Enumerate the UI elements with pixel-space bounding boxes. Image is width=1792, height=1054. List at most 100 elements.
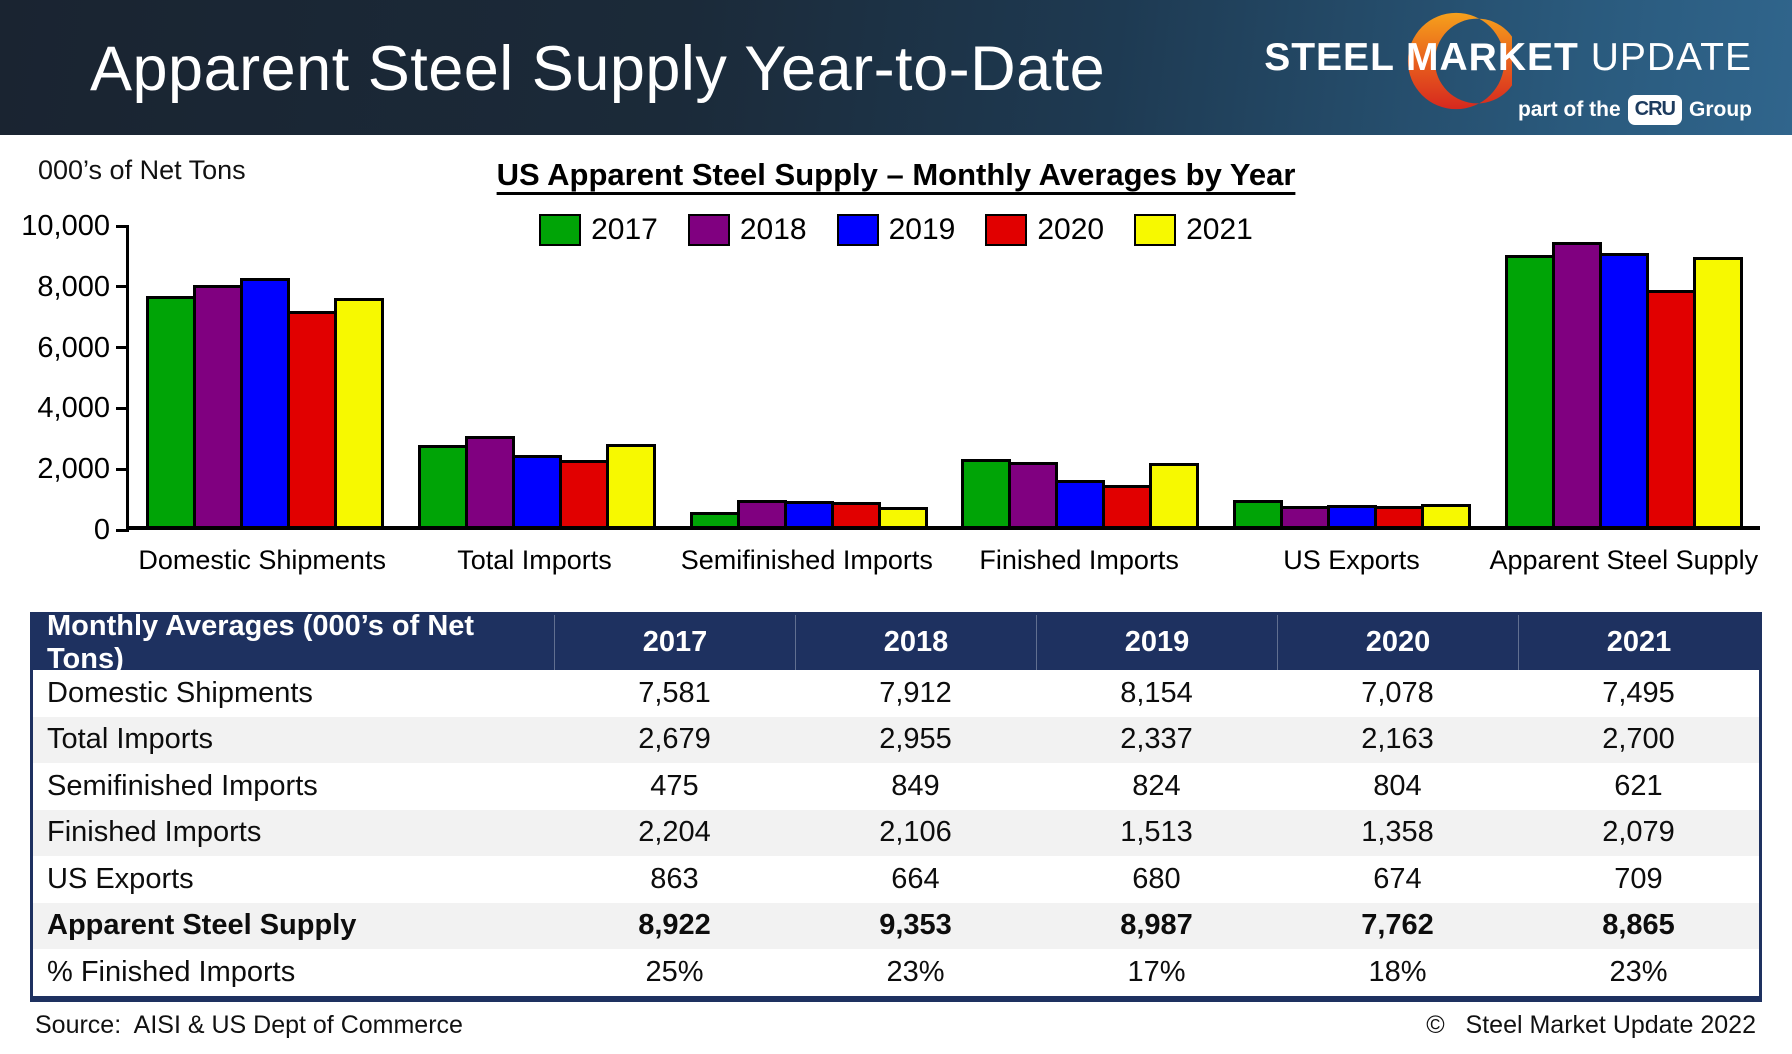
bar-2017-apparent-steel-supply — [1505, 255, 1556, 526]
y-axis-title: 000’s of Net Tons — [38, 155, 246, 185]
logo-wordmark: STEEL MARKET UPDATE — [1264, 36, 1752, 80]
y-tick-mark — [116, 346, 129, 350]
header-cell-2021: 2021 — [1518, 615, 1759, 670]
source-note: Source: AISI & US Dept of Commerce — [35, 1011, 463, 1039]
cell-value: 2,204 — [638, 816, 711, 849]
cell-value: 863 — [650, 862, 699, 895]
y-tick-label: 0 — [93, 514, 110, 546]
legend-item-2020: 2020 — [985, 213, 1104, 247]
bar-2020-total-imports — [558, 460, 609, 526]
bar-group-us-exports — [1216, 226, 1488, 526]
legend-item-2017: 2017 — [539, 213, 658, 247]
legend-label: 2020 — [1037, 213, 1105, 246]
cell-value: 849 — [891, 769, 940, 802]
bar-group-apparent-steel-supply — [1488, 226, 1760, 526]
y-tick-mark — [116, 285, 129, 289]
table-row-total-imports: Total Imports 2,679 2,955 2,337 2,163 2,700 — [33, 716, 1759, 763]
page-title: Apparent Steel Supply Year-to-Date — [90, 34, 1106, 104]
cell-value: 8,865 — [1602, 909, 1675, 942]
cell-value: 1,358 — [1361, 816, 1434, 849]
monthly-averages-table: Monthly Averages (000’s of Net Tons) 2017… — [30, 609, 1762, 1002]
bar-2019-total-imports — [511, 455, 562, 526]
header-cell-monthly-averages-000-s-of-net-tons-: Monthly Averages (000’s of Net Tons) — [47, 609, 475, 675]
legend-swatch-2017 — [539, 214, 582, 246]
legend-swatch-2021 — [1134, 214, 1177, 246]
copyright-note: © Steel Market Update 2022 — [1426, 1011, 1756, 1039]
bar-chart: 000’s of Net Tons US Apparent Steel Supp… — [0, 135, 1792, 605]
cell-value: 621 — [1614, 769, 1663, 802]
table-row--finished-imports: % Finished Imports 25% 23% 17% 18% 23% — [33, 949, 1759, 996]
table-body: Domestic Shipments 7,581 7,912 8,154 7,078 7,… — [33, 670, 1759, 996]
table-row-finished-imports: Finished Imports 2,204 2,106 1,513 1,358 2,07… — [33, 809, 1759, 856]
table-row-apparent-steel-supply: Apparent Steel Supply 8,922 9,353 8,987 7,76… — [33, 902, 1759, 949]
bar-2021-apparent-steel-supply — [1693, 257, 1744, 526]
y-tick-mark — [116, 406, 129, 410]
logo-tagline: part of the CRU Group — [1518, 95, 1752, 125]
steel-market-update-logo: STEEL MARKET UPDATE part of the CRU Grou… — [1264, 0, 1754, 135]
cell-value: 7,495 — [1602, 676, 1675, 709]
y-tick-label: 10,000 — [21, 210, 110, 242]
legend-label: 2021 — [1186, 213, 1253, 246]
crescent-swoosh-icon — [1408, 12, 1512, 110]
bar-2019-semifinished-imports — [783, 501, 834, 526]
cell-value: 2,163 — [1361, 723, 1434, 756]
cell-value: 2,679 — [638, 723, 711, 756]
bar-2020-us-exports — [1374, 506, 1425, 526]
table-row-domestic-shipments: Domestic Shipments 7,581 7,912 8,154 7,078 7,… — [33, 670, 1759, 717]
y-tick-label: 6,000 — [37, 331, 110, 364]
header-cell-2019: 2019 — [1036, 615, 1277, 670]
cell-value: 2,955 — [879, 723, 952, 756]
chart-legend: 2017 2018 2019 2020 2021 — [0, 213, 1792, 247]
row-label: % Finished Imports — [47, 955, 296, 988]
bar-2021-total-imports — [605, 444, 656, 526]
row-label: Apparent Steel Supply — [47, 909, 357, 942]
header-cell-2018: 2018 — [795, 615, 1036, 670]
table-row-semifinished-imports: Semifinished Imports 475 849 824 804 621 — [33, 763, 1759, 810]
bar-2021-us-exports — [1421, 504, 1472, 526]
row-label: US Exports — [47, 862, 194, 895]
header-band: Apparent Steel Supply Year-to-Date STEEL… — [0, 0, 1792, 135]
bar-2018-domestic-shipments — [192, 285, 243, 526]
bar-2018-us-exports — [1280, 506, 1331, 526]
row-label: Total Imports — [47, 723, 213, 756]
legend-item-2019: 2019 — [836, 213, 955, 247]
category-label-finished-imports: Finished Imports — [979, 545, 1179, 575]
row-label: Finished Imports — [47, 816, 262, 849]
bar-2021-domestic-shipments — [333, 298, 384, 526]
bar-2018-apparent-steel-supply — [1552, 242, 1603, 526]
tagline-suffix: Group — [1689, 98, 1752, 121]
cell-value: 804 — [1373, 769, 1422, 802]
legend-swatch-2020 — [985, 214, 1028, 246]
cell-value: 2,079 — [1602, 816, 1675, 849]
bar-2019-apparent-steel-supply — [1599, 253, 1650, 526]
chart-title: US Apparent Steel Supply – Monthly Avera… — [496, 157, 1296, 192]
legend-swatch-2018 — [687, 214, 730, 246]
bar-2017-semifinished-imports — [689, 512, 740, 526]
legend-label: 2017 — [591, 213, 658, 246]
cell-value: 7,078 — [1361, 676, 1434, 709]
table-row-us-exports: US Exports 863 664 680 674 709 — [33, 856, 1759, 903]
bar-2017-us-exports — [1233, 500, 1284, 526]
bar-2019-finished-imports — [1055, 480, 1106, 526]
bar-2020-finished-imports — [1102, 485, 1153, 526]
bar-2018-total-imports — [464, 436, 515, 526]
cell-value: 2,106 — [879, 816, 952, 849]
cell-value: 680 — [1132, 862, 1181, 895]
bar-group-finished-imports — [944, 226, 1216, 526]
bar-2021-semifinished-imports — [877, 507, 928, 526]
category-label-us-exports: US Exports — [1283, 545, 1420, 575]
cell-value: 7,762 — [1361, 909, 1434, 942]
bar-group-semifinished-imports — [673, 226, 945, 526]
cell-value: 18% — [1368, 955, 1427, 988]
category-label-total-imports: Total Imports — [457, 545, 612, 575]
cell-value: 9,353 — [879, 909, 952, 942]
y-tick-mark — [116, 528, 129, 532]
bar-2021-finished-imports — [1149, 463, 1200, 526]
bar-2017-finished-imports — [961, 459, 1012, 526]
category-label-apparent-steel-supply: Apparent Steel Supply — [1489, 545, 1759, 575]
y-tick-mark — [116, 224, 129, 228]
cell-value: 664 — [891, 862, 940, 895]
bar-2019-domestic-shipments — [239, 278, 290, 526]
logo-steel-text: STEEL — [1264, 36, 1407, 79]
bar-group-total-imports — [401, 226, 673, 526]
